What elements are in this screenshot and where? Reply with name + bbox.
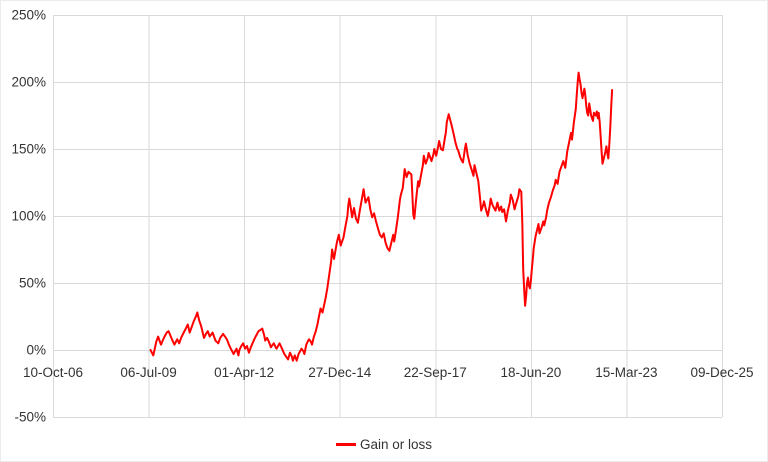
- y-axis-tick-label: 200%: [11, 75, 46, 90]
- x-axis-tick-label: 27-Dec-14: [308, 365, 372, 380]
- x-axis-tick-label: 06-Jul-09: [120, 365, 176, 380]
- y-axis-tick-label: 150%: [11, 142, 46, 157]
- x-axis-tick-label: 15-Mar-23: [595, 365, 657, 380]
- legend-line-marker: [335, 443, 356, 446]
- y-axis-tick-label: 250%: [11, 8, 46, 23]
- x-axis-tick-label: 18-Jun-20: [500, 365, 561, 380]
- y-axis-tick-label: 0%: [26, 343, 46, 358]
- x-axis-tick-label: 09-Dec-25: [690, 365, 753, 380]
- legend: Gain or loss: [1, 437, 767, 452]
- y-axis-tick-label: 100%: [11, 209, 46, 224]
- y-axis-tick-label: -50%: [14, 410, 46, 425]
- x-axis-tick-label: 10-Oct-06: [23, 365, 83, 380]
- x-axis-tick-label: 22-Sep-17: [404, 365, 467, 380]
- y-axis-tick-label: 50%: [19, 276, 46, 291]
- x-axis-tick-label: 01-Apr-12: [214, 365, 274, 380]
- series-line-gain-or-loss: [149, 71, 614, 362]
- legend-label: Gain or loss: [359, 437, 433, 452]
